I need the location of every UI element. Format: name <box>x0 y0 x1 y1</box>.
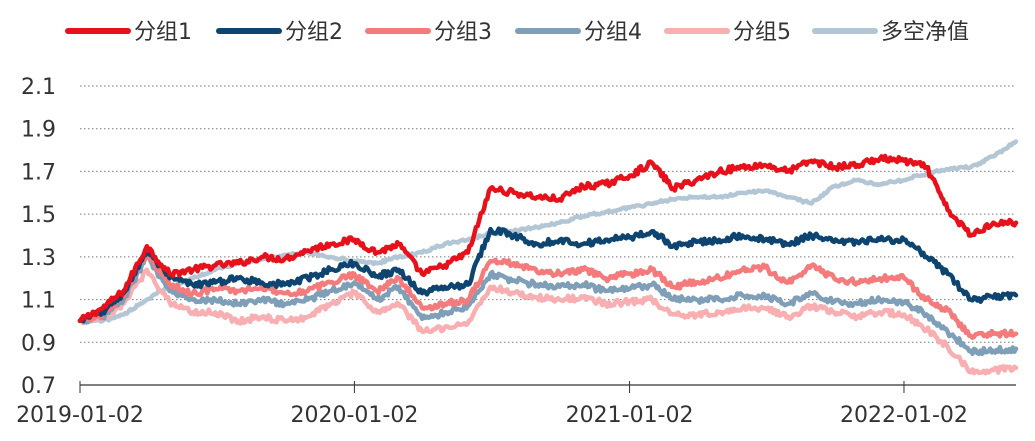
x-tick-label: 2022-01-02 <box>840 403 968 428</box>
legend-label: 分组1 <box>134 20 192 45</box>
y-tick-label: 1.1 <box>21 289 56 314</box>
y-tick-label: 1.9 <box>21 118 56 143</box>
legend-label: 分组4 <box>584 20 642 45</box>
y-tick-label: 0.7 <box>21 374 56 399</box>
legend-label: 多空净值 <box>881 20 969 45</box>
y-tick-label: 0.9 <box>21 331 56 356</box>
x-tick-label: 2021-01-02 <box>566 403 694 428</box>
y-tick-label: 1.5 <box>21 203 56 228</box>
series-line-4 <box>77 254 1019 357</box>
series-line-3 <box>77 250 1019 340</box>
y-tick-label: 1.7 <box>21 160 56 185</box>
x-tick-label: 2019-01-02 <box>16 403 144 428</box>
legend-label: 分组5 <box>733 20 791 45</box>
series-line-5 <box>77 267 1019 376</box>
series-line-1 <box>77 153 1019 324</box>
y-tick-label: 1.3 <box>21 246 56 271</box>
x-axis: 2019-01-02 2020-01-02 2021-01-02 2022-01-02 <box>16 381 1016 428</box>
series-line-2 <box>77 226 1019 324</box>
legend-label: 分组3 <box>434 20 492 45</box>
y-tick-label: 2.1 <box>21 75 56 100</box>
y-axis: 2.1 1.9 1.7 1.5 1.3 1.1 0.9 0.7 <box>21 75 56 399</box>
series-lines <box>77 139 1019 376</box>
legend: 分组1 分组2 分组3 分组4 分组5 多空净值 <box>65 20 969 45</box>
legend-label: 分组2 <box>285 20 343 45</box>
x-tick-label: 2020-01-02 <box>290 403 418 428</box>
